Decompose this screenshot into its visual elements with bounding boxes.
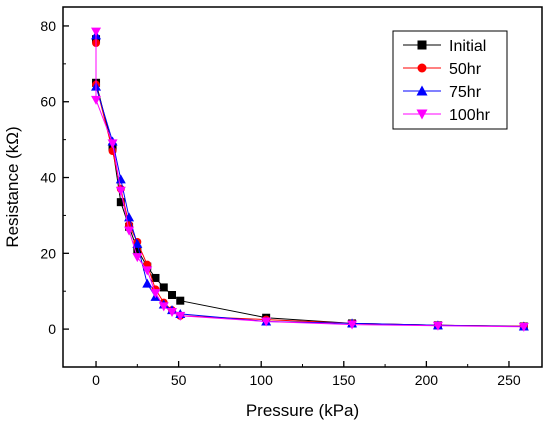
y-tick-label: 40 (40, 170, 56, 186)
data-point (133, 245, 142, 254)
data-point (167, 308, 178, 318)
legend-item: 50hr (403, 61, 482, 78)
data-point (132, 238, 143, 248)
y-axis-ticks: 0 20 40 60 80 (40, 18, 69, 368)
data-point (432, 321, 443, 331)
x-tick-label: 200 (415, 372, 439, 388)
data-point (132, 253, 143, 263)
data-point (518, 322, 529, 332)
data-point (107, 139, 118, 149)
legend-label: 75hr (449, 84, 482, 101)
legend-item: Initial (403, 38, 486, 55)
data-point (347, 320, 358, 330)
y-axis-title: Resistance (kΩ) (3, 126, 22, 247)
data-point (91, 27, 102, 37)
x-axis-title: Pressure (kPa) (246, 401, 359, 420)
x-tick-label: 100 (250, 372, 274, 388)
data-point (142, 278, 153, 288)
data-point (151, 273, 160, 282)
data-point (261, 317, 272, 327)
legend-label: 50hr (449, 61, 482, 78)
data-point (150, 289, 161, 299)
x-tick-label: 0 (92, 372, 100, 388)
data-point (124, 226, 135, 236)
legend-item: 75hr (403, 84, 482, 101)
y-tick-label: 20 (40, 245, 56, 261)
legend-marker (417, 40, 427, 50)
legend-label: 100hr (449, 107, 491, 124)
x-tick-label: 150 (332, 372, 356, 388)
data-point (142, 266, 153, 276)
legend-item: 100hr (403, 107, 491, 124)
data-point (158, 302, 169, 312)
y-tick-label: 0 (48, 321, 56, 337)
data-point (168, 291, 177, 299)
data-point (116, 198, 125, 207)
series-layer (91, 27, 529, 332)
data-point (115, 186, 126, 196)
series-3 (91, 27, 529, 332)
data-point (91, 95, 102, 105)
legend-box (392, 30, 508, 130)
x-tick-label: 50 (171, 372, 187, 388)
x-axis-ticks: 0 50 100 150 200 250 (92, 361, 521, 388)
y-tick-label: 60 (40, 94, 56, 110)
legend-marker (416, 85, 428, 96)
data-point (175, 311, 186, 321)
data-point (115, 174, 126, 184)
legend-label: Initial (449, 38, 486, 55)
data-point (159, 283, 168, 292)
x-tick-label: 250 (497, 372, 521, 388)
data-point (176, 296, 185, 305)
legend-marker (417, 63, 427, 73)
y-tick-label: 80 (40, 18, 56, 34)
legend-marker (416, 109, 428, 120)
legend: Initial 50hr 75hr 100hr (392, 30, 508, 130)
